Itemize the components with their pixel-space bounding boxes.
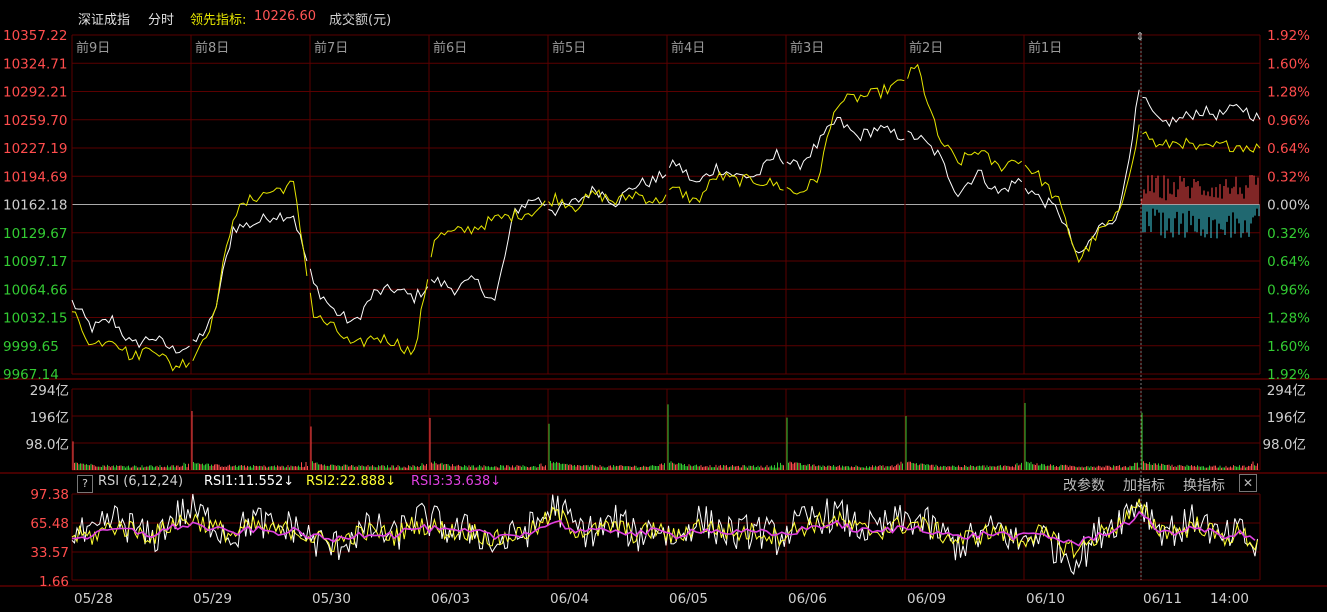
- lead-indicator-value: 10226.60: [254, 9, 317, 24]
- price-tick-right: 0.96%: [1267, 282, 1310, 298]
- price-tick-right: 0.64%: [1267, 141, 1310, 157]
- day-label: 前2日: [909, 40, 943, 56]
- volume-tick-left: 98.0亿: [25, 437, 69, 453]
- price-tick-left: 9967.14: [3, 367, 59, 383]
- price-axis-ticks: 10357.22 10324.71 10292.21 10259.70 10227.19…: [3, 28, 1310, 383]
- price-tick-left: 10227.19: [3, 141, 67, 157]
- volume-title: 成交额(元): [329, 13, 392, 28]
- panel-separators: [0, 35, 1327, 587]
- price-tick-right: 1.28%: [1267, 85, 1310, 101]
- date-axis: 05/28 05/29 05/30 06/03 06/04 06/05 06/06 06/09…: [74, 591, 1249, 607]
- rsi-lines: [71, 493, 1258, 576]
- rsi2-value: RSI2:22.888↓: [306, 474, 397, 489]
- volume-tick-right: 196亿: [1267, 410, 1306, 426]
- lead-indicator-label: 领先指标:: [190, 13, 247, 28]
- price-tick-left: 10324.71: [3, 56, 67, 72]
- price-tick-right: 0.00%: [1267, 198, 1310, 214]
- price-tick-right: 0.32%: [1267, 169, 1310, 185]
- date-tick: 06/05: [669, 591, 708, 607]
- date-tick: 06/11: [1143, 591, 1182, 607]
- volume-tick-right: 98.0亿: [1262, 437, 1306, 453]
- help-icon[interactable]: ?: [77, 475, 93, 493]
- price-tick-right: 0.32%: [1267, 226, 1310, 242]
- day-label: 前4日: [671, 40, 705, 56]
- price-tick-right: 1.92%: [1267, 28, 1310, 44]
- price-tick-right: 0.96%: [1267, 113, 1310, 129]
- price-tick-left: 10129.67: [3, 226, 67, 242]
- rsi-params-label: RSI (6,12,24): [98, 474, 184, 489]
- index-name: 深证成指: [78, 13, 131, 28]
- switch-indicator-button[interactable]: 换指标: [1183, 478, 1225, 494]
- price-tick-left: 10032.15: [3, 311, 67, 327]
- close-icon[interactable]: ✕: [1239, 474, 1257, 492]
- grid-lines: [71, 34, 1261, 581]
- rsi1-line: [71, 493, 1258, 576]
- crosshair-marker-icon[interactable]: ⇕: [1135, 30, 1144, 43]
- date-tick: 05/30: [312, 591, 351, 607]
- price-tick-right: 1.60%: [1267, 56, 1310, 72]
- rsi-tick: 65.48: [30, 516, 69, 532]
- price-tick-left: 10162.18: [3, 198, 67, 214]
- volume-tick-left: 294亿: [30, 383, 69, 399]
- rsi1-value: RSI1:11.552↓: [204, 474, 295, 489]
- rsi-tick: 97.38: [30, 487, 69, 503]
- date-tick: 06/03: [431, 591, 470, 607]
- price-tick-left: 10064.66: [3, 282, 67, 298]
- price-lines: [71, 63, 1261, 372]
- day-label: 前8日: [195, 40, 229, 56]
- price-tick-left: 10097.17: [3, 254, 67, 270]
- period-label[interactable]: 分时: [148, 13, 175, 28]
- price-tick-left: 9999.65: [3, 339, 59, 355]
- rsi-tick: 1.66: [39, 574, 69, 590]
- day-labels: 前9日 前8日 前7日 前6日 前5日 前4日 前3日 前2日 前1日: [76, 40, 1062, 56]
- day-label: 前1日: [1028, 40, 1062, 56]
- price-tick-right: 0.64%: [1267, 254, 1310, 270]
- date-tick: 06/04: [550, 591, 589, 607]
- day-label: 前5日: [552, 40, 586, 56]
- date-tick: 05/28: [74, 591, 113, 607]
- rsi2-line: [71, 498, 1258, 559]
- volume-tick-right: 294亿: [1267, 383, 1306, 399]
- date-tick: 06/06: [788, 591, 827, 607]
- day-label: 前6日: [433, 40, 467, 56]
- price-tick-right: 1.28%: [1267, 311, 1310, 327]
- price-tick-left: 10292.21: [3, 85, 67, 101]
- rsi3-line: [71, 510, 1256, 547]
- price-tick-left: 10194.69: [3, 169, 67, 185]
- date-tick: 05/29: [193, 591, 232, 607]
- price-tick-right: 1.60%: [1267, 339, 1310, 355]
- lead-line: [71, 63, 1261, 372]
- price-tick-left: 10357.22: [3, 28, 67, 44]
- day-label: 前7日: [314, 40, 348, 56]
- intraday-ratio-bars: [1141, 174, 1260, 239]
- rsi3-value: RSI3:33.638↓: [411, 474, 502, 489]
- rsi-axis-ticks: 97.38 65.48 33.57 1.66: [30, 487, 69, 590]
- day-label: 前9日: [76, 40, 110, 56]
- add-indicator-button[interactable]: 加指标: [1123, 478, 1165, 494]
- price-tick-right: 1.92%: [1267, 367, 1310, 383]
- time-tick: 14:00: [1210, 591, 1249, 607]
- date-tick: 06/10: [1026, 591, 1065, 607]
- volume-tick-left: 196亿: [30, 410, 69, 426]
- volume-axis-ticks: 294亿 294亿 196亿 196亿 98.0亿 98.0亿: [25, 383, 1306, 453]
- date-tick: 06/09: [907, 591, 946, 607]
- price-line: [71, 89, 1261, 354]
- day-label: 前3日: [790, 40, 824, 56]
- price-tick-left: 10259.70: [3, 113, 67, 129]
- modify-params-button[interactable]: 改参数: [1063, 478, 1105, 494]
- rsi-tick: 33.57: [30, 545, 69, 561]
- volume-bars: [72, 403, 1258, 470]
